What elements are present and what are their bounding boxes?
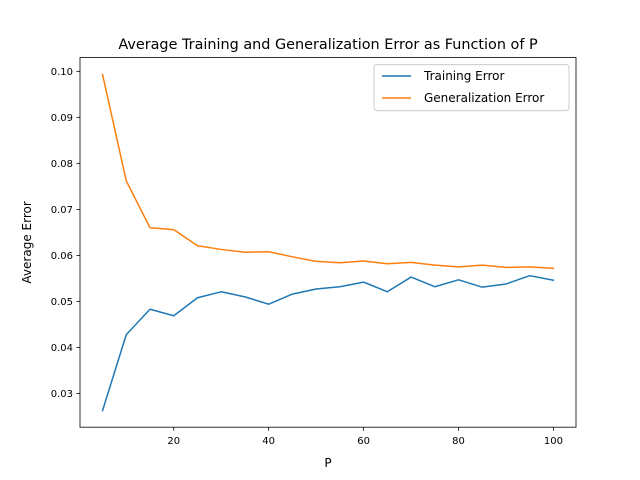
y-axis-ticks: 0.03 0.04 0.05 0.06 0.07 0.08 0.09 0.10 — [51, 67, 80, 400]
y-axis-title: Average Error — [20, 201, 34, 283]
chart-title: Average Training and Generalization Erro… — [118, 37, 538, 53]
series-line-training-error — [101, 274, 555, 412]
x-tick-label: 80 — [452, 436, 465, 447]
x-axis-title: P — [324, 456, 331, 470]
y-tick-label: 0.09 — [51, 113, 73, 124]
legend: Training Error Generalization Error — [373, 64, 570, 112]
x-tick-label: 20 — [167, 436, 180, 447]
y-tick-label: 0.07 — [51, 205, 73, 216]
y-tick-label: 0.04 — [51, 343, 73, 354]
x-tick-label: 40 — [262, 436, 275, 447]
y-tick-label: 0.08 — [51, 159, 73, 170]
plot-area-frame — [79, 57, 577, 428]
legend-label-generalization-error: Generalization Error — [424, 91, 544, 105]
legend-label-training-error: Training Error — [423, 69, 504, 83]
y-tick-label: 0.10 — [51, 67, 73, 78]
legend-box — [373, 64, 570, 112]
y-tick-label: 0.03 — [51, 389, 73, 400]
x-tick-label: 100 — [544, 436, 563, 447]
x-tick-label: 60 — [357, 436, 370, 447]
x-axis-ticks: 20 40 60 80 100 — [167, 427, 563, 447]
series-line-generalization-error — [101, 73, 555, 270]
plot-lines — [101, 73, 555, 412]
y-tick-label: 0.05 — [51, 297, 73, 308]
y-tick-label: 0.06 — [51, 251, 73, 262]
